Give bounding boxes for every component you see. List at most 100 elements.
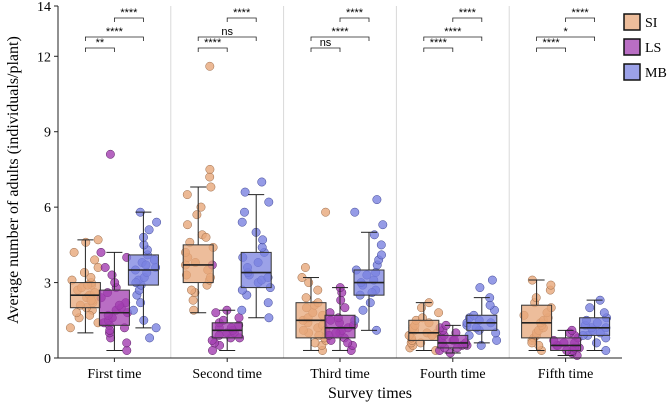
data-point-MB	[378, 220, 388, 230]
data-point-LS	[340, 303, 350, 313]
data-point-LS	[96, 247, 106, 257]
box-elements	[69, 186, 611, 356]
significance-bracket	[197, 36, 257, 41]
y-tick-label: 12	[37, 50, 51, 65]
data-point-SI	[182, 190, 192, 200]
data-point-MB	[237, 217, 247, 227]
box-SI	[408, 319, 440, 341]
significance-label: ****	[444, 26, 462, 38]
y-tick-label: 6	[44, 201, 51, 216]
data-point-LS	[211, 308, 221, 318]
data-point-MB	[151, 323, 161, 333]
data-point-SI	[546, 280, 556, 290]
data-point-SI	[187, 285, 196, 295]
data-point-MB	[258, 235, 268, 245]
significance-bracket	[310, 47, 341, 52]
data-point-LS	[122, 338, 132, 348]
data-point-LS	[122, 346, 132, 355]
significance-label: *	[563, 26, 568, 38]
data-point-SI	[69, 247, 79, 257]
legend-label-SI: SI	[645, 16, 658, 31]
significance-bracket	[197, 47, 228, 52]
data-point-SI	[417, 303, 426, 313]
data-point-MB	[377, 250, 386, 260]
significance-label: ****	[430, 37, 448, 49]
data-point-SI	[196, 202, 206, 212]
data-point-MB	[257, 242, 267, 252]
box-LS	[98, 289, 130, 326]
y-tick-label: 3	[44, 277, 51, 292]
significance-bracket	[452, 17, 483, 22]
significance-bracket	[565, 17, 595, 22]
x-tick-label: Third time	[310, 367, 370, 382]
significance-bracket	[226, 17, 257, 22]
x-tick-label: Second time	[192, 367, 262, 382]
data-point-MB	[257, 177, 267, 187]
significance-label: ****	[331, 26, 349, 38]
data-point-MB	[601, 346, 611, 355]
significance-label: ns	[320, 37, 332, 49]
data-point-MB	[263, 298, 273, 308]
significance-label: ****	[204, 37, 222, 49]
data-point-SI	[205, 164, 215, 174]
data-point-SI	[183, 220, 192, 230]
data-point-MB	[485, 300, 495, 310]
data-point-SI	[301, 293, 311, 303]
legend-swatch-LS	[623, 38, 641, 56]
data-point-LS	[343, 338, 353, 348]
y-tick-label: 14	[37, 0, 51, 15]
box-LS	[437, 334, 469, 349]
data-point-SI	[321, 207, 331, 217]
significance-bracket	[536, 36, 595, 41]
legend: SI LS MB	[623, 13, 667, 81]
legend-label-MB: MB	[645, 66, 667, 81]
significance-label: ****	[543, 37, 561, 49]
data-point-LS	[234, 313, 244, 323]
data-point-MB	[136, 298, 146, 308]
box-SI	[182, 244, 214, 284]
x-tick-label: First time	[87, 367, 141, 382]
significance-bracket	[85, 36, 144, 41]
data-point-MB	[599, 308, 609, 318]
significance-bracket	[536, 47, 566, 52]
data-point-MB	[487, 275, 497, 285]
box-LS	[324, 314, 356, 339]
data-point-SI	[205, 172, 215, 182]
data-point-SI	[206, 182, 216, 192]
data-point-SI	[313, 285, 323, 295]
significance-bracket	[310, 36, 370, 41]
data-point-MB	[144, 225, 154, 235]
data-point-SI	[201, 232, 211, 242]
data-point-MB	[128, 305, 138, 315]
data-point-LS	[336, 295, 346, 305]
significance-label: **	[96, 37, 105, 49]
data-point-MB	[492, 335, 502, 345]
data-point-SI	[527, 338, 537, 348]
y-axis-title: Average number of adults (individuals/pl…	[5, 36, 22, 324]
box-LS	[550, 337, 582, 351]
data-point-MB	[365, 298, 375, 308]
significance-bracket	[85, 47, 115, 52]
data-point-SI	[79, 268, 89, 277]
box-MB	[240, 251, 272, 289]
data-point-SI	[72, 308, 82, 318]
data-point-MB	[585, 303, 595, 313]
significance-bracket	[114, 17, 144, 22]
significance-bracket	[423, 47, 454, 52]
y-tick-label: 0	[44, 352, 51, 367]
data-point-SI	[85, 310, 95, 320]
data-point-SI	[434, 308, 444, 318]
significance-bracket	[339, 17, 370, 22]
significance-label: ****	[346, 7, 364, 19]
data-point-SI	[93, 235, 103, 245]
facet-separators	[170, 6, 510, 358]
data-point-MB	[145, 333, 155, 343]
data-point-MB	[358, 305, 368, 315]
data-point-MB	[264, 197, 274, 207]
data-point-MB	[350, 207, 360, 217]
data-point-MB	[372, 195, 382, 205]
data-point-MB	[240, 207, 249, 217]
data-point-MB	[475, 283, 485, 293]
legend-label-LS: LS	[645, 41, 661, 56]
